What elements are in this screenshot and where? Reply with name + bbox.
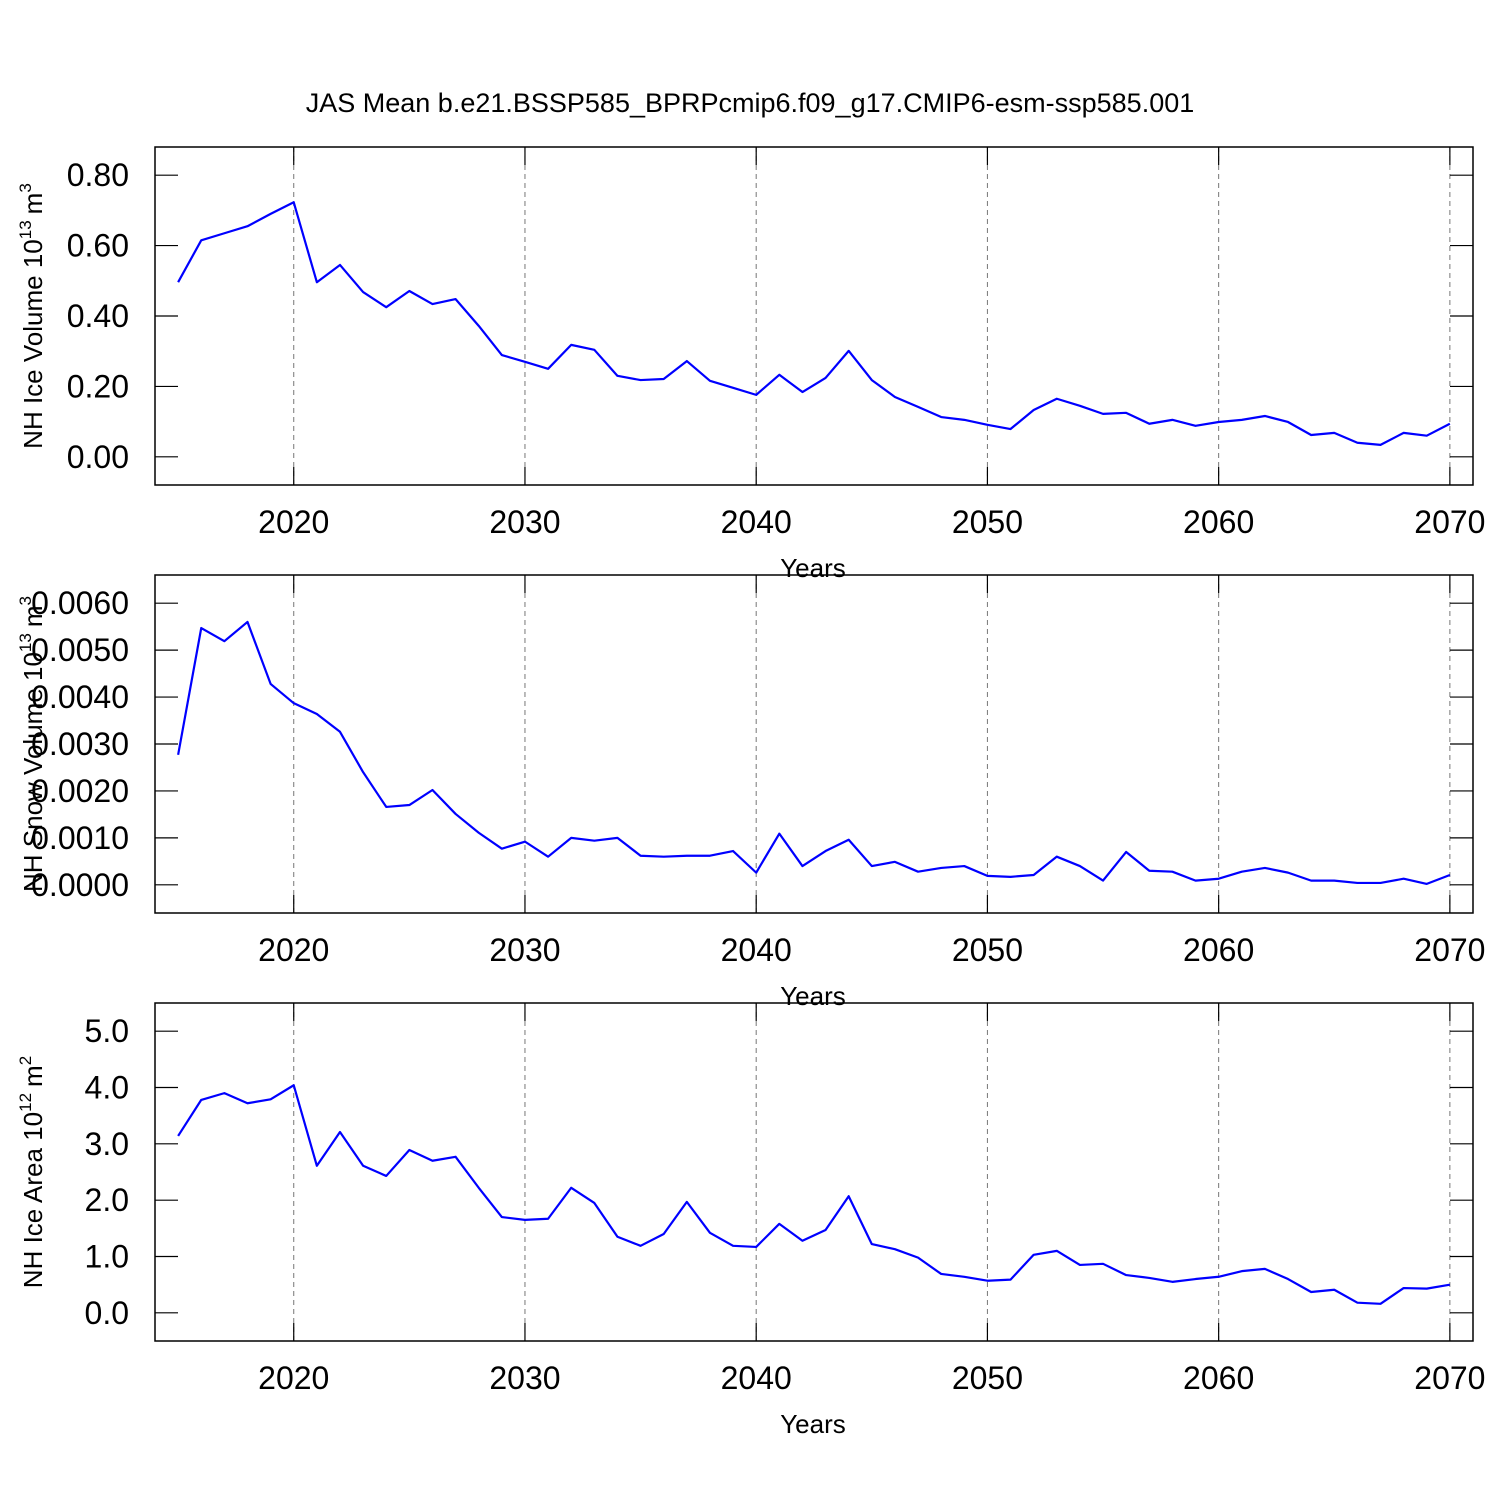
y-label-unit: m bbox=[18, 193, 48, 215]
x-tick-label: 2060 bbox=[1183, 504, 1254, 540]
y-tick-label: 4.0 bbox=[85, 1070, 129, 1106]
y-label-unit-exponent: 3 bbox=[16, 596, 35, 605]
x-tick-label: 2030 bbox=[489, 932, 560, 968]
data-line bbox=[177, 1084, 1451, 1305]
x-tick-label: 2040 bbox=[721, 504, 792, 540]
y-tick-label: 3.0 bbox=[85, 1126, 129, 1162]
y-tick-label: 0.0060 bbox=[31, 585, 129, 621]
x-tick-label: 2050 bbox=[952, 504, 1023, 540]
figure-title: JAS Mean b.e21.BSSP585_BPRPcmip6.f09_g17… bbox=[306, 88, 1195, 118]
x-tick-label: 2070 bbox=[1414, 1360, 1485, 1396]
y-tick-label: 0.0 bbox=[85, 1295, 129, 1331]
y-label-unit: m bbox=[18, 1065, 48, 1087]
y-tick-label: 0.20 bbox=[67, 368, 129, 404]
y-tick-label: 5.0 bbox=[85, 1013, 129, 1049]
data-line bbox=[177, 201, 1451, 446]
y-tick-label: 0.0050 bbox=[31, 632, 129, 668]
plot-frame bbox=[154, 1002, 1474, 1342]
x-tick-label: 2040 bbox=[721, 1360, 792, 1396]
y-tick-label: 0.00 bbox=[67, 439, 129, 475]
data-line bbox=[177, 620, 1451, 885]
y-tick-label: 0.0020 bbox=[31, 773, 129, 809]
x-tick-label: 2020 bbox=[258, 504, 329, 540]
x-tick-label: 2030 bbox=[489, 1360, 560, 1396]
plot-frame bbox=[154, 146, 1474, 486]
y-label-exponent: 13 bbox=[16, 220, 35, 239]
y-tick-label: 0.80 bbox=[67, 157, 129, 193]
y-tick-label: 0.0010 bbox=[31, 820, 129, 856]
x-tick-label: 2030 bbox=[489, 504, 560, 540]
y-label-exponent: 12 bbox=[16, 1093, 35, 1112]
y-tick-label: 0.0040 bbox=[31, 679, 129, 715]
y-axis-label: NH Snow Volume 1013 m3 bbox=[16, 596, 48, 892]
y-label-text: NH Ice Area 10 bbox=[18, 1112, 48, 1288]
y-tick-label: 0.60 bbox=[67, 228, 129, 264]
x-axis-label: Years bbox=[780, 1409, 846, 1439]
y-tick-label: 2.0 bbox=[85, 1182, 129, 1218]
plot-frame bbox=[154, 574, 1474, 914]
x-tick-label: 2050 bbox=[952, 932, 1023, 968]
x-axis-label: Years bbox=[780, 553, 846, 583]
x-tick-label: 2040 bbox=[721, 932, 792, 968]
x-tick-label: 2060 bbox=[1183, 1360, 1254, 1396]
x-tick-label: 2020 bbox=[258, 1360, 329, 1396]
y-label-unit-exponent: 2 bbox=[16, 1056, 35, 1065]
y-tick-label: 0.40 bbox=[67, 298, 129, 334]
x-tick-label: 2070 bbox=[1414, 504, 1485, 540]
x-tick-label: 2060 bbox=[1183, 932, 1254, 968]
x-axis-label: Years bbox=[780, 981, 846, 1011]
x-tick-label: 2050 bbox=[952, 1360, 1023, 1396]
y-label-unit-exponent: 3 bbox=[16, 183, 35, 192]
y-label-unit: m bbox=[18, 605, 48, 627]
y-tick-label: 0.0030 bbox=[31, 726, 129, 762]
y-axis-label: NH Ice Volume 1013 m3 bbox=[16, 183, 48, 449]
x-tick-label: 2070 bbox=[1414, 932, 1485, 968]
y-tick-label: 0.0000 bbox=[31, 867, 129, 903]
x-tick-label: 2020 bbox=[258, 932, 329, 968]
y-label-text: NH Ice Volume 10 bbox=[18, 239, 48, 449]
y-label-text: NH Snow Volume 10 bbox=[18, 652, 48, 892]
y-label-exponent: 13 bbox=[16, 633, 35, 652]
y-tick-label: 1.0 bbox=[85, 1239, 129, 1275]
y-axis-label: NH Ice Area 1012 m2 bbox=[16, 1056, 48, 1288]
